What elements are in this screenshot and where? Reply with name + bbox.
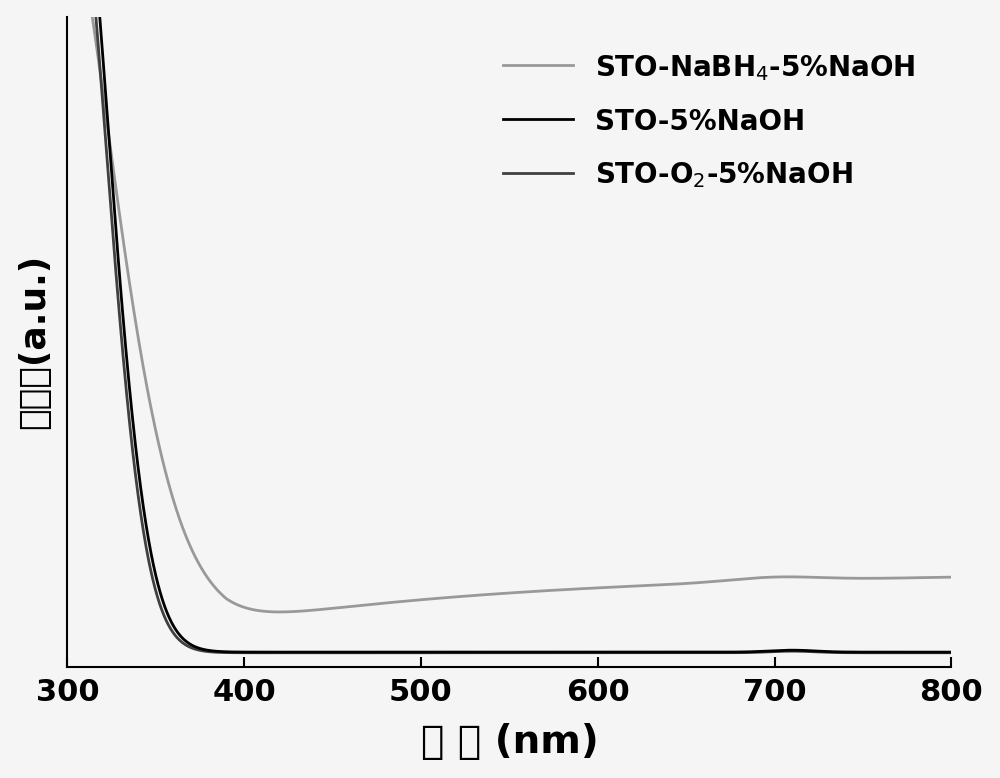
STO-5%NaOH bbox=[758, 647, 770, 656]
STO-NaBH$_4$-5%NaOH bbox=[920, 573, 932, 582]
STO-O$_2$-5%NaOH bbox=[920, 648, 932, 657]
X-axis label: 波 长 (nm): 波 长 (nm) bbox=[421, 724, 598, 762]
STO-5%NaOH bbox=[492, 647, 504, 657]
STO-5%NaOH bbox=[468, 647, 480, 657]
STO-O$_2$-5%NaOH bbox=[416, 648, 428, 657]
STO-O$_2$-5%NaOH bbox=[920, 648, 932, 657]
STO-O$_2$-5%NaOH bbox=[492, 648, 504, 657]
STO-O$_2$-5%NaOH bbox=[758, 647, 770, 657]
STO-NaBH$_4$-5%NaOH bbox=[274, 608, 286, 617]
STO-5%NaOH bbox=[428, 647, 440, 657]
STO-5%NaOH bbox=[945, 647, 957, 657]
STO-5%NaOH bbox=[920, 647, 932, 657]
STO-5%NaOH bbox=[106, 180, 118, 189]
Line: STO-O$_2$-5%NaOH: STO-O$_2$-5%NaOH bbox=[67, 0, 951, 653]
Y-axis label: 吸收値(a.u.): 吸收値(a.u.) bbox=[17, 254, 51, 429]
Legend: STO-NaBH$_4$-5%NaOH, STO-5%NaOH, STO-O$_2$-5%NaOH: STO-NaBH$_4$-5%NaOH, STO-5%NaOH, STO-O$_… bbox=[481, 30, 938, 212]
Line: STO-5%NaOH: STO-5%NaOH bbox=[67, 0, 951, 652]
STO-NaBH$_4$-5%NaOH bbox=[945, 573, 957, 582]
STO-O$_2$-5%NaOH bbox=[468, 648, 480, 657]
STO-NaBH$_4$-5%NaOH bbox=[106, 158, 118, 167]
STO-NaBH$_4$-5%NaOH bbox=[920, 573, 932, 582]
STO-O$_2$-5%NaOH bbox=[945, 648, 957, 657]
STO-NaBH$_4$-5%NaOH bbox=[758, 573, 770, 582]
STO-NaBH$_4$-5%NaOH bbox=[468, 591, 480, 600]
STO-5%NaOH bbox=[920, 647, 932, 657]
Line: STO-NaBH$_4$-5%NaOH: STO-NaBH$_4$-5%NaOH bbox=[67, 0, 951, 612]
STO-O$_2$-5%NaOH bbox=[106, 224, 118, 233]
STO-NaBH$_4$-5%NaOH bbox=[492, 589, 504, 598]
